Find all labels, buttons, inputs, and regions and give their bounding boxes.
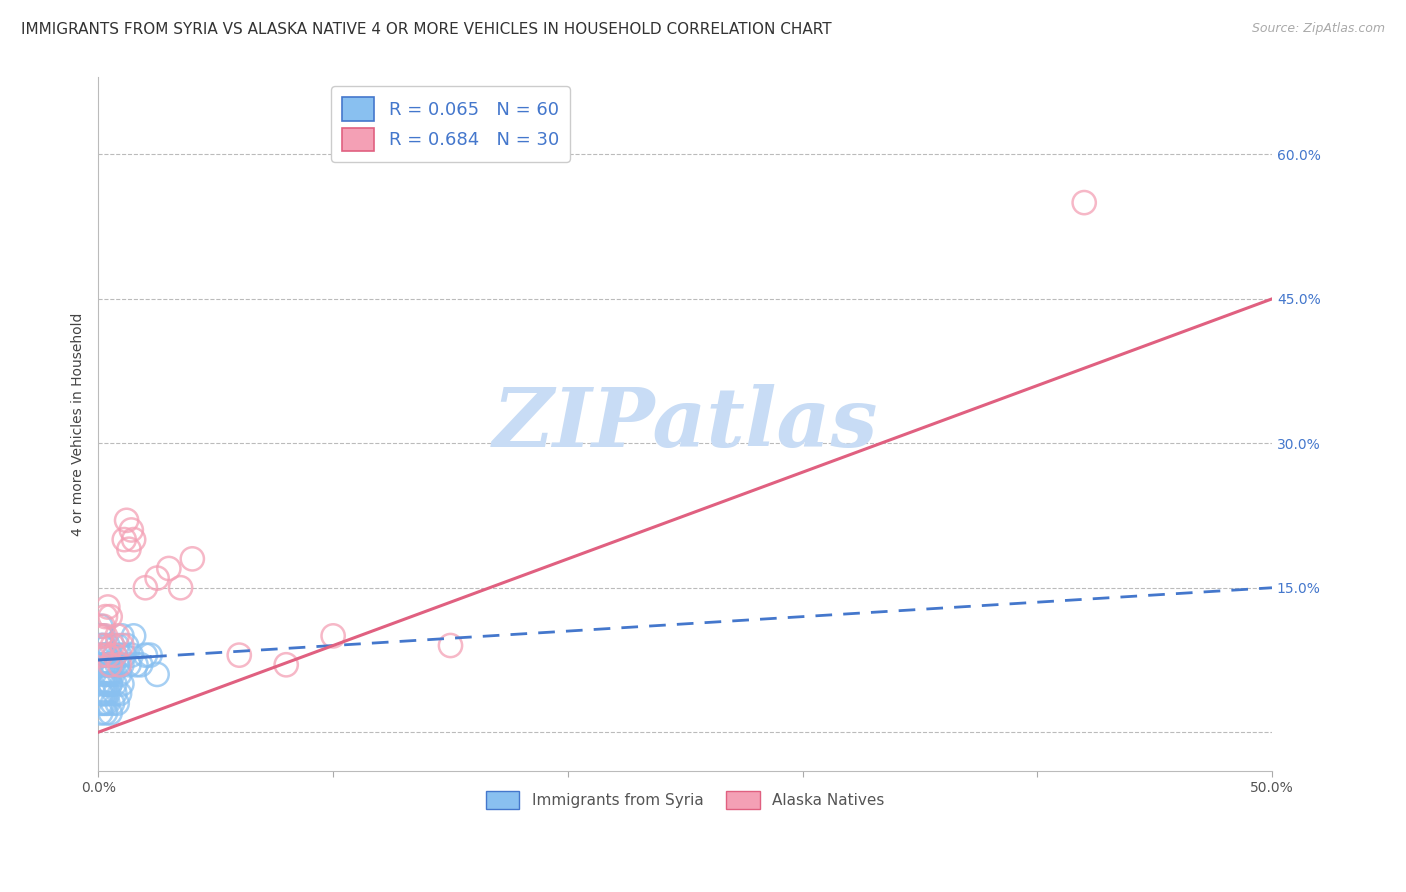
Point (115, 639, 138, 653)
Point (97, 657, 120, 672)
Point (98, 667, 121, 681)
Point (98, 706, 121, 720)
Point (101, 657, 124, 672)
Point (94, 648, 117, 662)
Point (134, 581, 156, 595)
Point (90, 629, 112, 643)
Point (90, 657, 112, 672)
Point (94, 696, 117, 710)
Point (91, 639, 114, 653)
Point (91, 629, 114, 643)
Point (118, 542, 141, 557)
Point (91, 639, 114, 653)
Point (122, 629, 145, 643)
Point (120, 648, 142, 662)
Point (91, 657, 114, 672)
Point (98, 677, 121, 691)
Point (105, 696, 128, 710)
Point (120, 523, 142, 537)
Point (276, 657, 298, 672)
Point (139, 648, 162, 662)
Point (94, 629, 117, 643)
Point (101, 667, 124, 681)
Point (98, 609, 121, 624)
Point (94, 677, 117, 691)
Point (90, 687, 112, 701)
Point (122, 533, 145, 547)
Point (118, 657, 141, 672)
Point (146, 667, 169, 681)
Point (101, 639, 124, 653)
Point (91, 619, 114, 633)
Point (108, 667, 131, 681)
Point (98, 657, 121, 672)
Point (146, 571, 169, 585)
Point (322, 629, 344, 643)
Point (97, 599, 120, 614)
Point (97, 639, 120, 653)
Point (98, 657, 121, 672)
Point (129, 657, 152, 672)
Point (94, 667, 117, 681)
Point (157, 561, 180, 575)
Point (105, 639, 128, 653)
Point (104, 687, 127, 701)
Point (111, 629, 134, 643)
Point (104, 677, 127, 691)
Point (90, 639, 112, 653)
Point (108, 687, 131, 701)
Point (94, 706, 117, 720)
Point (111, 677, 134, 691)
Point (90, 648, 112, 662)
Legend: Immigrants from Syria, Alaska Natives: Immigrants from Syria, Alaska Natives (479, 785, 890, 815)
Point (105, 629, 128, 643)
Point (90, 706, 112, 720)
Point (94, 657, 117, 672)
Point (91, 648, 114, 662)
Point (90, 629, 112, 643)
Point (91, 696, 114, 710)
Text: ZIPatlas: ZIPatlas (492, 384, 877, 464)
Point (115, 513, 138, 527)
Point (108, 648, 131, 662)
Point (112, 648, 135, 662)
Point (90, 648, 112, 662)
Point (108, 657, 131, 672)
Point (104, 648, 127, 662)
Point (181, 552, 204, 566)
Text: Source: ZipAtlas.com: Source: ZipAtlas.com (1251, 22, 1385, 36)
Point (101, 696, 124, 710)
Point (125, 657, 148, 672)
Point (94, 609, 117, 624)
Point (111, 639, 134, 653)
Point (439, 639, 461, 653)
Point (112, 533, 135, 547)
Point (91, 677, 114, 691)
Point (91, 687, 114, 701)
Point (97, 687, 120, 701)
Point (90, 619, 112, 633)
Text: IMMIGRANTS FROM SYRIA VS ALASKA NATIVE 4 OR MORE VEHICLES IN HOUSEHOLD CORRELATI: IMMIGRANTS FROM SYRIA VS ALASKA NATIVE 4… (21, 22, 832, 37)
Point (97, 696, 120, 710)
Point (1073, 195, 1095, 210)
Point (169, 581, 191, 595)
Point (134, 648, 156, 662)
Point (97, 667, 120, 681)
Point (105, 657, 128, 672)
Point (97, 648, 120, 662)
Point (97, 677, 120, 691)
Point (94, 687, 117, 701)
Point (98, 677, 121, 691)
Point (91, 667, 114, 681)
Point (90, 696, 112, 710)
Y-axis label: 4 or more Vehicles in Household: 4 or more Vehicles in Household (72, 312, 86, 536)
Point (98, 648, 121, 662)
Point (228, 648, 250, 662)
Point (104, 648, 127, 662)
Point (111, 657, 134, 672)
